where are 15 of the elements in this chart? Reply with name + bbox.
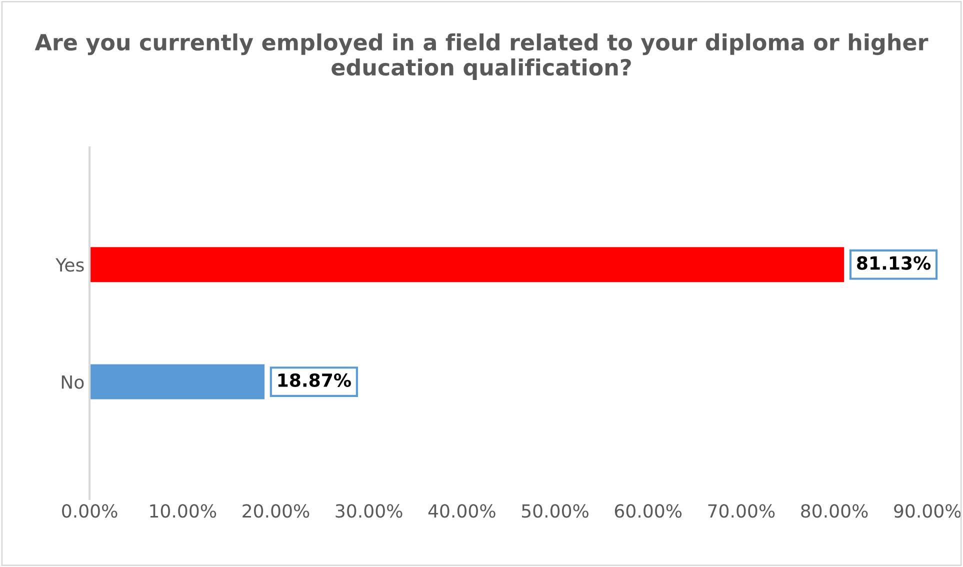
y-tick-label: No [62,375,84,389]
y-tick-label: Yes [56,258,84,272]
chart-title: Are you currently employed in a field related to your diploma or higher education qualification? [34,33,928,80]
x-tick-label: 0.00% [62,504,118,518]
x-tick-label: 10.00% [150,504,216,518]
x-tick-label: 20.00% [242,504,310,518]
data-label: 18.87% [278,373,351,388]
x-tick-label: 30.00% [336,504,402,518]
x-tick-label: 60.00% [614,504,682,518]
data-label: 81.13% [857,256,931,270]
x-tick-label: 80.00% [801,504,868,518]
x-tick-label: 90.00% [894,504,961,518]
x-tick-label: 50.00% [522,504,588,518]
x-tick-label: 70.00% [708,504,775,518]
x-tick-label: 40.00% [428,504,496,518]
